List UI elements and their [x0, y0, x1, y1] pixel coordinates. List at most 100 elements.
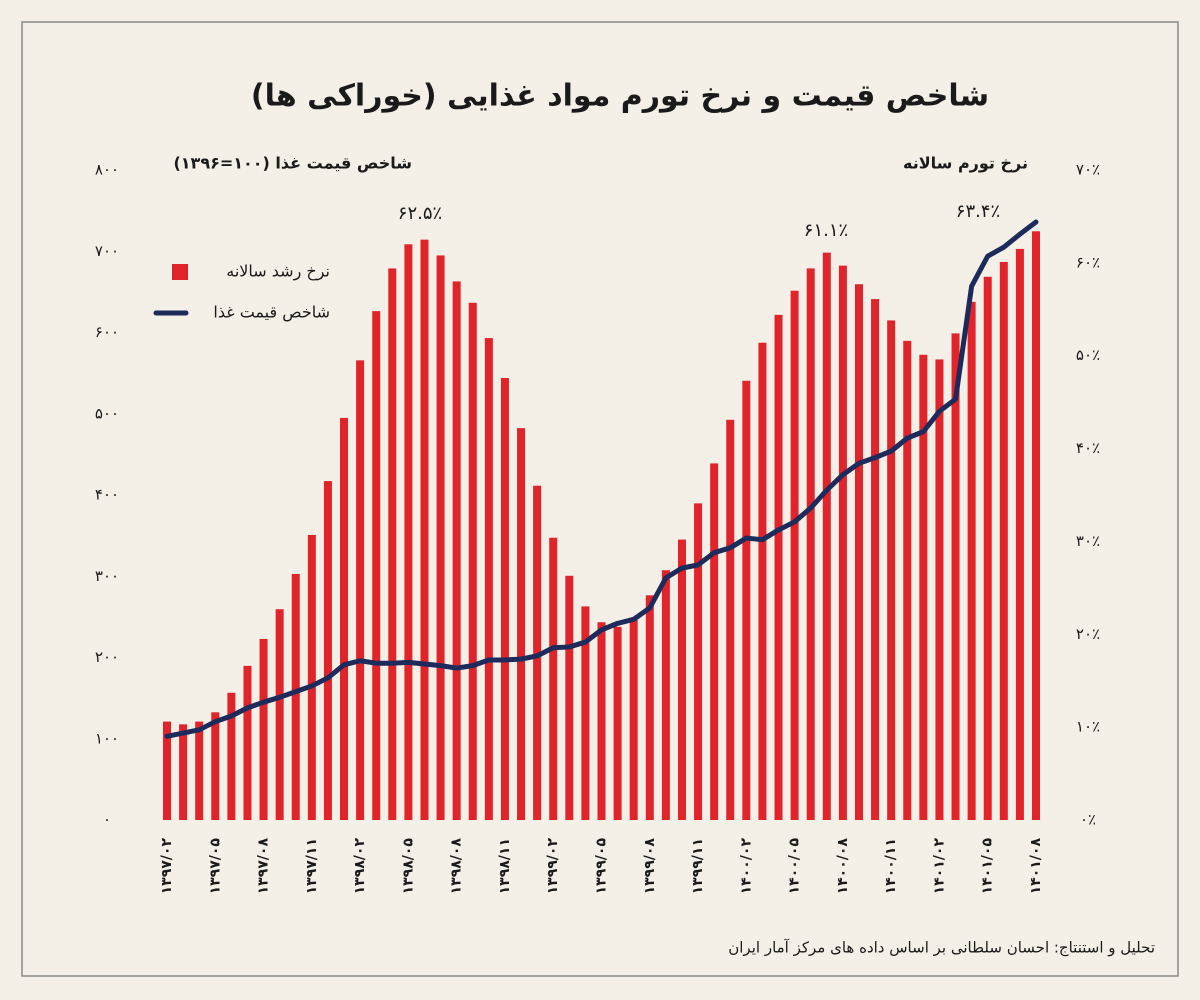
- bar: [484, 338, 493, 820]
- x-tick-label: ۱۴۰۱/۰۲: [931, 838, 947, 895]
- y-tick-label: ۱۰۰: [95, 729, 119, 747]
- bar: [661, 570, 670, 820]
- x-tick-label: ۱۳۹۷/۰۲: [159, 838, 175, 895]
- bar: [742, 380, 751, 820]
- bar: [871, 299, 880, 821]
- bar: [565, 575, 574, 820]
- line: [164, 219, 1039, 739]
- bar: [163, 721, 171, 820]
- bar: [806, 268, 815, 820]
- bar: [822, 252, 831, 821]
- bar: [951, 333, 960, 820]
- bar: [919, 354, 928, 820]
- x-tick-label: ۱۴۰۱/۰۵: [980, 838, 996, 895]
- x-tick-label: ۱۴۰۰/۱۱: [883, 838, 899, 894]
- bar: [291, 573, 300, 820]
- bar: [549, 537, 558, 820]
- annotation: ۶۱.۱٪: [804, 220, 848, 241]
- y-tick-label: ۷۰۰: [95, 242, 119, 260]
- legend-swatch: [172, 264, 188, 280]
- x-tick-label: ۱۳۹۷/۱۱: [304, 838, 320, 894]
- bar: [887, 320, 896, 820]
- y-axis-label: شاخص قیمت غذا (۱۰۰=۱۳۹۶): [173, 154, 412, 173]
- bar: [710, 463, 719, 820]
- x-tick-label: ۱۳۹۹/۰۸: [642, 838, 658, 895]
- bar: [404, 244, 413, 821]
- x-tick-label: ۱۳۹۸/۰۸: [449, 838, 465, 895]
- y2-tick-label: ۴۰٪: [1076, 439, 1100, 457]
- bar: [307, 534, 316, 820]
- bar: [275, 609, 284, 820]
- bar: [677, 539, 686, 820]
- bar: [694, 503, 703, 820]
- bar: [211, 712, 220, 820]
- legend-label: نرخ رشد سالانه: [226, 262, 330, 282]
- bar: [854, 284, 863, 820]
- y-tick-label: ۶۰۰: [95, 323, 119, 341]
- bar: [1015, 248, 1024, 820]
- bar: [613, 626, 622, 820]
- y2-tick-label: ۷۰٪: [1076, 161, 1100, 179]
- legend-label: شاخص قیمت غذا: [213, 303, 330, 323]
- y-tick-label: ۵۰۰: [95, 404, 119, 422]
- bar: [243, 665, 252, 820]
- annotation: ۶۲.۵٪: [398, 203, 442, 224]
- bar: [388, 268, 397, 820]
- bar: [597, 622, 606, 820]
- bar: [629, 617, 638, 820]
- x-tick-label: ۱۴۰۰/۰۵: [787, 838, 803, 895]
- x-tick-label: ۱۳۹۹/۱۱: [690, 838, 706, 894]
- y-tick-label: ۳۰۰: [95, 567, 119, 585]
- x-tick-label: ۱۳۹۹/۰۵: [594, 838, 610, 895]
- y-tick-label: ۲۰۰: [95, 648, 119, 666]
- y2-tick-label: ۳۰٪: [1076, 532, 1100, 550]
- bar: [903, 340, 912, 820]
- bar: [758, 342, 767, 820]
- y2-tick-label: ۵۰٪: [1076, 346, 1100, 364]
- frame: [21, 21, 1179, 977]
- x-tick-label: ۱۳۹۷/۰۸: [256, 838, 272, 895]
- x-tick-label: ۱۴۰۰/۰۸: [835, 838, 851, 895]
- bar: [227, 692, 236, 820]
- x-tick-label: ۱۴۰۱/۰۸: [1028, 838, 1044, 895]
- bar: [935, 359, 944, 820]
- x-tick-label: ۱۳۹۹/۰۲: [545, 838, 561, 895]
- y2-tick-label: ۶۰٪: [1076, 253, 1100, 271]
- bar: [323, 481, 332, 820]
- chart-title: شاخص قیمت و نرخ تورم مواد غذایی (خوراکی …: [251, 79, 989, 114]
- annotation: ۶۳.۴٪: [956, 201, 1000, 222]
- bar: [372, 311, 381, 820]
- bar: [452, 281, 461, 820]
- bar: [838, 265, 847, 821]
- bar: [356, 360, 365, 820]
- bar: [533, 485, 542, 820]
- y-tick-label: ۰: [103, 811, 111, 829]
- y2-tick-label: ۱۰٪: [1076, 718, 1100, 736]
- bar: [195, 721, 204, 820]
- bar: [436, 255, 445, 820]
- bar: [726, 419, 735, 820]
- x-tick-label: ۱۴۰۰/۰۲: [738, 838, 754, 895]
- bar: [790, 290, 799, 820]
- bar: [967, 301, 976, 820]
- bar: [581, 606, 590, 820]
- y-tick-label: ۴۰۰: [95, 486, 119, 504]
- x-tick-label: ۱۳۹۸/۱۱: [497, 838, 513, 894]
- bar: [1032, 231, 1040, 821]
- bar: [983, 276, 992, 820]
- bar: [259, 638, 268, 820]
- bar: [517, 428, 526, 820]
- bar: [774, 314, 783, 820]
- bar: [645, 595, 654, 820]
- x-tick-label: ۱۳۹۸/۰۵: [400, 838, 416, 895]
- y2-tick-label: ۰٪: [1080, 811, 1096, 829]
- x-tick-label: ۱۳۹۸/۰۲: [352, 838, 368, 895]
- bar: [500, 378, 509, 820]
- y-tick-label: ۸۰۰: [95, 161, 119, 179]
- bar: [179, 724, 188, 820]
- x-tick-label: ۱۳۹۷/۰۵: [207, 838, 223, 895]
- bar: [999, 261, 1008, 820]
- y2-tick-label: ۲۰٪: [1076, 625, 1100, 643]
- y2-axis-label: نرخ تورم سالانه: [903, 154, 1028, 173]
